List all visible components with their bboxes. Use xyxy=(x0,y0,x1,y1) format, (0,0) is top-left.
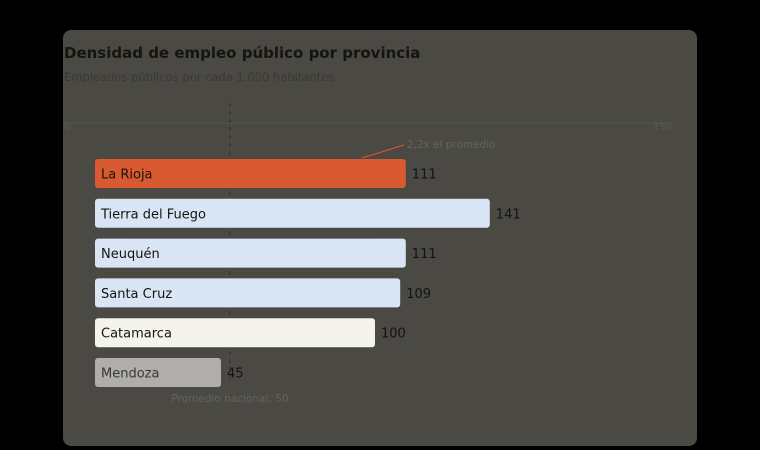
chart-title: Densidad de empleo público por provincia xyxy=(64,44,421,62)
bar-value-label: 141 xyxy=(496,207,521,222)
bar-value-label: 45 xyxy=(227,367,244,382)
bar xyxy=(95,198,490,228)
bar-value-label: 111 xyxy=(412,247,437,262)
bar xyxy=(95,278,401,308)
chart-subtitle: Empleados públicos por cada 1.000 habita… xyxy=(64,70,335,84)
x-tick-label: 150 xyxy=(653,122,672,133)
annotation-connector xyxy=(361,144,404,159)
annotation-label: 2,2x el promedio xyxy=(407,139,496,151)
bar-category-label: Mendoza xyxy=(101,367,159,382)
bar-category-label: Santa Cruz xyxy=(101,287,172,302)
x-tick-label: 0 xyxy=(64,122,70,133)
bar-category-label: La Rioja xyxy=(101,168,153,183)
average-reference-label: Promedio nacional: 50 xyxy=(171,393,288,405)
bar-value-label: 109 xyxy=(406,287,431,302)
bar-value-label: 100 xyxy=(381,327,406,342)
bar xyxy=(95,238,406,268)
bar xyxy=(95,358,221,387)
bar-category-label: Tierra del Fuego xyxy=(100,207,206,222)
bar-value-label: 111 xyxy=(412,168,437,183)
bar-category-label: Catamarca xyxy=(101,327,172,342)
bar xyxy=(95,318,375,348)
bar-category-label: Neuquén xyxy=(101,247,160,262)
bar xyxy=(95,159,406,188)
